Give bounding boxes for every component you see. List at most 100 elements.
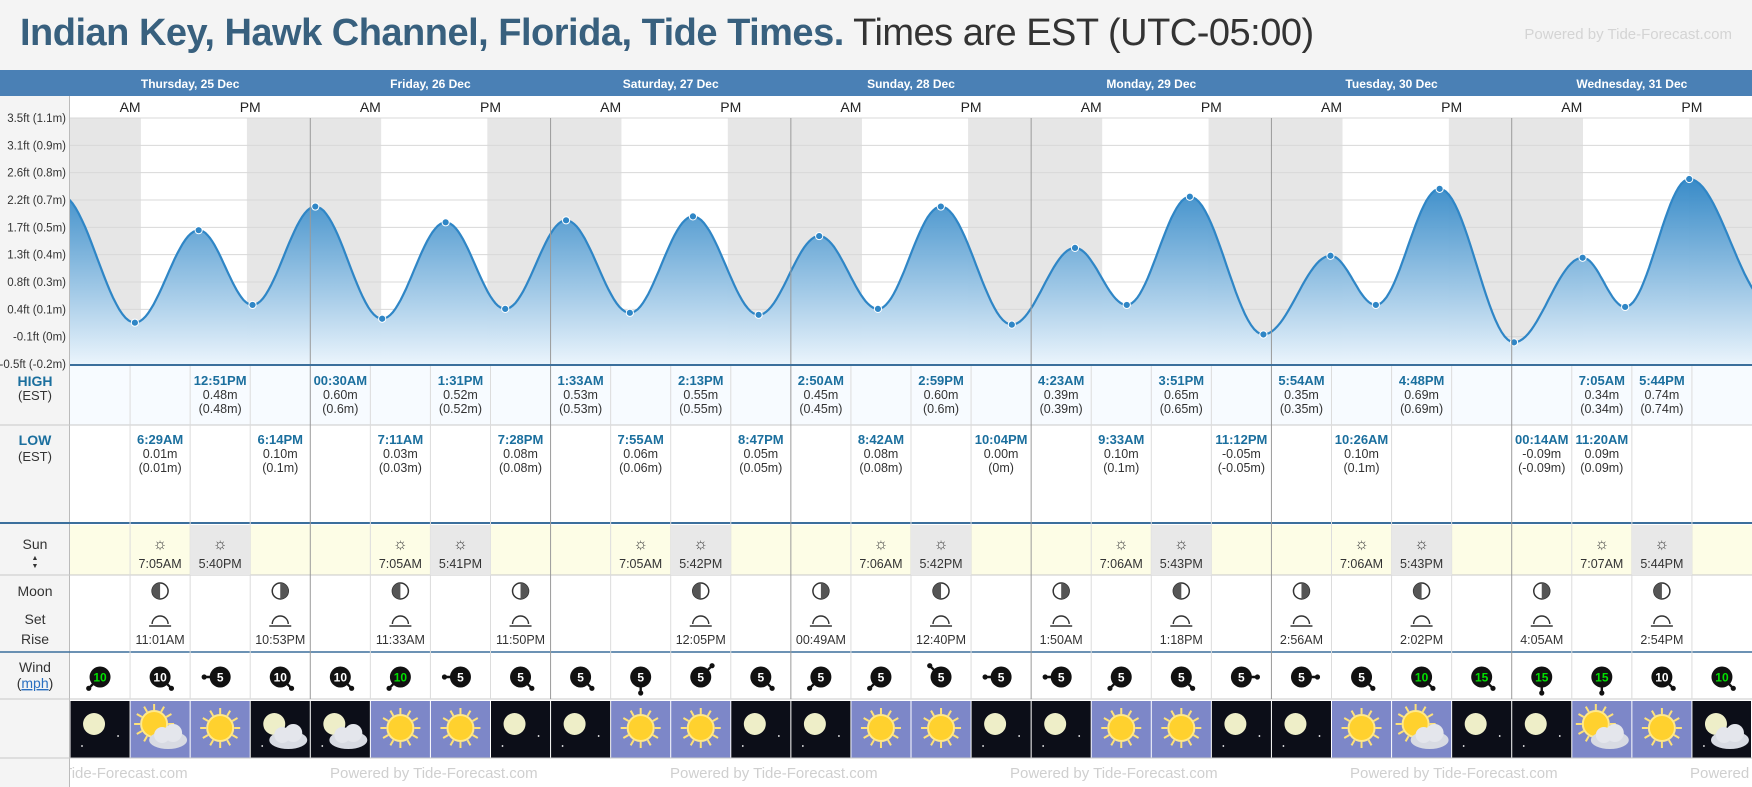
sun-ray [947,710,952,717]
sun-icon [686,714,715,742]
tide-table: Thursday, 25 Dec Friday, 26 Dec Saturday, … [0,70,1752,787]
high-tide-height-alt: (0.52m) [439,402,482,416]
day-header-bar [0,70,1752,96]
y-tick-label: 0.4ft (0.1m) [7,304,66,316]
moon-horizon-icon [269,615,292,627]
powered-by-watermark: Powered by Tide-Forecast.com [1524,26,1732,43]
high-tide-height-alt: (0.39m) [1040,402,1083,416]
sun-ray [1163,734,1170,739]
wind-speed: 5 [938,671,945,685]
star-icon [1498,735,1501,737]
sun-ray [1584,706,1590,713]
sun-ray [1668,739,1673,746]
y-tick-label: 2.2ft (0.7m) [7,195,66,207]
high-tide-time: 7:05AM [1579,373,1625,388]
sunset-cell-bg [1631,525,1692,575]
high-tide-height-alt: (0.6m) [322,402,358,416]
moon-horizon-icon [149,615,172,627]
wind-speed: 5 [878,671,885,685]
tide-line [70,177,1752,344]
moon-rise-time: 12:05PM [676,633,726,647]
day-label-6: Wednesday, 31 Dec [1576,77,1687,91]
wind-badge [1110,666,1132,688]
high-tide-time: 1:31PM [438,373,484,388]
sunset-icon: ☼ [1414,536,1429,553]
sun-ray [202,717,209,722]
low-tide-height-alt: (-0.05m) [1218,461,1265,475]
wind-speed: 5 [1358,671,1365,685]
sun-ray [689,739,695,746]
sun-ray [1132,734,1140,739]
wind-arrow-head [201,674,207,680]
tide-point [625,308,634,317]
sun-ray [1644,717,1651,722]
sun-ray [1127,739,1133,746]
star-icon [117,735,119,737]
cloud-shape [1605,724,1624,742]
wind-unit-link[interactable]: mph [21,675,48,691]
high-tide-height: 0.45m [804,388,839,402]
tide-point [1371,300,1380,310]
high-tide-time: 2:59PM [918,373,964,388]
ampm-row [70,96,1752,118]
high-tide-height-alt: (0.6m) [923,402,959,416]
sunrise-icon: ☼ [633,536,648,553]
high-tide-height-alt: (0.65m) [1160,402,1203,416]
wind-badge [930,666,952,688]
moon-phase-shade [152,583,161,599]
star-icon [501,745,504,747]
wind-arrow-head [349,685,355,691]
moon-horizon-icon [1530,615,1553,627]
star-icon [741,745,744,747]
star-icon [1462,745,1465,747]
sun-ray [682,734,690,739]
wind-badge [329,666,351,688]
sun-ray [1607,713,1614,718]
sun-icon [1107,714,1136,742]
wind-speed: 5 [1178,671,1185,685]
cloud-shape [1725,724,1744,742]
powered-by-watermark: Powered by Tide-Forecast.com [1010,765,1218,782]
sun-ray [1110,739,1116,746]
moon-horizon-icon [1050,615,1073,627]
moon-phase-shade [933,583,942,599]
wind-arrow-head [1254,674,1260,680]
low-tide-time: 7:11AM [378,432,424,447]
moon-set-time: 2:56AM [1280,633,1323,647]
wind-badge [1471,666,1493,688]
sun-ray [622,717,630,722]
sun-down-arrow-icon: ▼ [32,563,39,570]
moon-set-label: Set [24,611,45,627]
sun-ray [930,739,935,746]
tide-point [378,314,387,323]
sun-ray [930,710,935,717]
am-label: AM [1561,99,1582,115]
location-title: Indian Key, Hawk Channel, Florida, Tide … [20,12,844,54]
day-label-5: Tuesday, 30 Dec [1345,77,1438,91]
sunrise-time: 7:05AM [139,557,182,571]
page-title: Indian Key, Hawk Channel, Florida, Tide … [20,12,1314,55]
sun-ray [1367,739,1373,746]
sun-ray [952,734,959,739]
sun-ray [1132,717,1140,722]
sun-ray [231,717,238,722]
sun-icon [1347,714,1376,742]
low-tide-height-alt: (0m) [988,461,1014,475]
tide-point [1509,338,1519,347]
sun-ray [226,710,232,717]
star-icon [1282,745,1285,747]
moon-phase-shade [520,583,529,599]
low-tide-height: -0.05m [1222,447,1261,461]
sunset-icon: ☼ [1174,536,1189,553]
wind-arrow-head [1042,674,1048,680]
sun-ray [1644,734,1651,739]
moon-rise-time: 12:40PM [916,633,966,647]
moon-horizon-icon [1410,615,1433,627]
wind-speed: 10 [1415,671,1429,685]
wind-speed: 10 [394,671,408,685]
low-tide-time: 9:33AM [1098,432,1144,447]
sun-ray [160,706,165,713]
wind-badge [1230,666,1252,688]
sun-ray [136,730,143,735]
wind-arrow-head [982,674,988,680]
